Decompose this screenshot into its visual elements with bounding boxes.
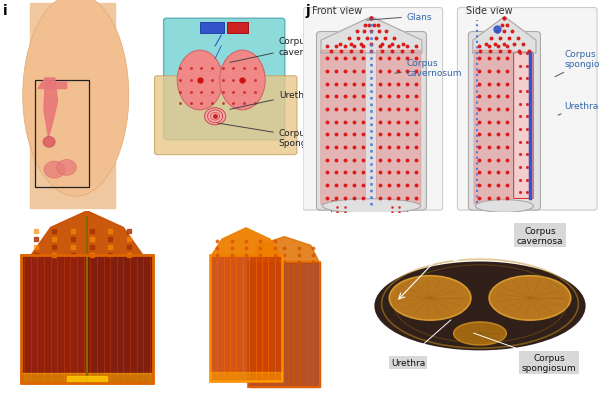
Text: i: i	[3, 4, 8, 18]
FancyBboxPatch shape	[457, 9, 597, 211]
FancyBboxPatch shape	[164, 19, 285, 140]
Polygon shape	[211, 228, 281, 256]
FancyBboxPatch shape	[317, 33, 427, 211]
Polygon shape	[21, 211, 153, 256]
Text: Corpus
Spongiosum: Corpus Spongiosum	[218, 124, 335, 148]
Polygon shape	[321, 17, 422, 54]
Ellipse shape	[43, 137, 55, 148]
Ellipse shape	[220, 51, 265, 111]
Polygon shape	[210, 256, 282, 381]
Ellipse shape	[454, 322, 506, 345]
Text: Urethra: Urethra	[558, 102, 599, 116]
FancyBboxPatch shape	[474, 51, 512, 205]
Text: j: j	[306, 4, 311, 18]
Ellipse shape	[23, 0, 129, 197]
Text: Corpus
cavernosum: Corpus cavernosum	[395, 58, 463, 78]
Polygon shape	[30, 4, 115, 209]
Ellipse shape	[475, 200, 533, 213]
Ellipse shape	[489, 276, 571, 320]
Text: (ii): (ii)	[210, 225, 224, 235]
Text: (i): (i)	[42, 225, 53, 235]
FancyBboxPatch shape	[303, 9, 443, 211]
Ellipse shape	[389, 276, 471, 320]
Text: k: k	[6, 218, 15, 231]
Text: Front view: Front view	[312, 6, 362, 16]
Polygon shape	[44, 79, 58, 138]
Polygon shape	[248, 262, 320, 387]
Text: Side view: Side view	[466, 6, 513, 16]
Polygon shape	[67, 376, 107, 383]
Ellipse shape	[374, 262, 586, 351]
Bar	[227, 24, 248, 34]
FancyBboxPatch shape	[469, 33, 541, 211]
Text: Urethra: Urethra	[230, 91, 313, 110]
Polygon shape	[473, 17, 536, 54]
Polygon shape	[250, 237, 319, 262]
Polygon shape	[21, 256, 87, 383]
FancyBboxPatch shape	[376, 51, 421, 205]
Bar	[35, 81, 89, 187]
Ellipse shape	[205, 109, 226, 126]
Ellipse shape	[177, 51, 223, 111]
Text: Urethra: Urethra	[391, 358, 425, 367]
Bar	[200, 24, 224, 34]
FancyBboxPatch shape	[331, 201, 353, 217]
Text: Corpus
spongiosum: Corpus spongiosum	[555, 50, 600, 78]
Ellipse shape	[57, 160, 77, 176]
Text: (iii): (iii)	[372, 225, 389, 235]
FancyBboxPatch shape	[386, 201, 407, 217]
Polygon shape	[210, 372, 282, 381]
Polygon shape	[87, 256, 153, 383]
Polygon shape	[38, 79, 67, 89]
Ellipse shape	[322, 199, 421, 214]
Text: Corpus
cavernosa: Corpus cavernosa	[517, 226, 563, 245]
Text: Glans: Glans	[367, 12, 433, 21]
FancyBboxPatch shape	[514, 53, 533, 199]
Text: Corpus
spongiosum: Corpus spongiosum	[521, 353, 577, 372]
Ellipse shape	[44, 161, 65, 179]
Polygon shape	[21, 373, 153, 383]
FancyBboxPatch shape	[321, 51, 365, 205]
Text: Corpus
cavernosum: Corpus cavernosum	[230, 37, 334, 63]
FancyBboxPatch shape	[155, 76, 297, 155]
